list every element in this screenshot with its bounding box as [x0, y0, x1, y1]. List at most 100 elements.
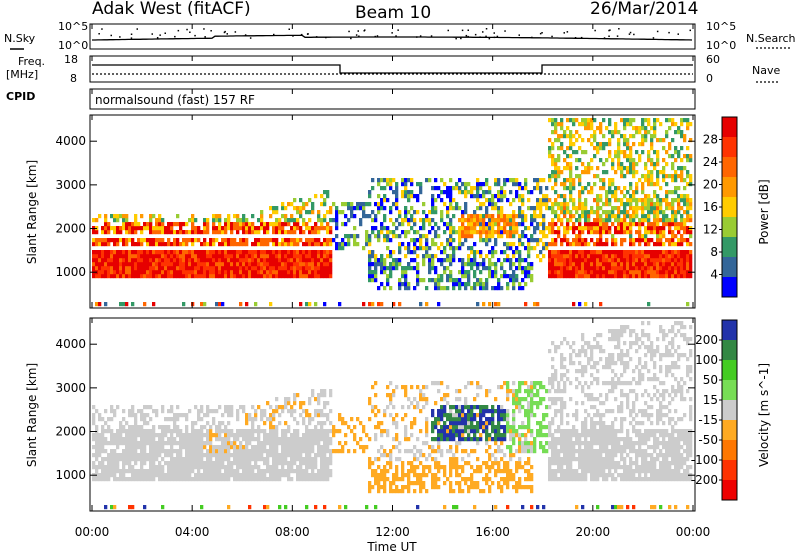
heatmap-cell	[191, 266, 194, 270]
heatmap-cell	[458, 485, 461, 489]
heatmap-cell	[263, 433, 266, 437]
heatmap-cell	[674, 234, 677, 238]
heatmap-cell	[473, 433, 476, 437]
heatmap-cell	[122, 274, 125, 278]
heatmap-cell	[473, 218, 476, 222]
heatmap-cell	[113, 449, 116, 453]
heatmap-cell	[125, 433, 128, 437]
heatmap-cell	[152, 214, 155, 218]
heatmap-cell	[155, 457, 158, 461]
heatmap-cell	[614, 262, 617, 266]
heatmap-cell	[653, 194, 656, 198]
heatmap-cell	[647, 302, 650, 306]
noise-search-dot	[567, 31, 569, 32]
heatmap-cell	[170, 226, 173, 230]
heatmap-cell	[473, 286, 476, 290]
heatmap-cell	[371, 270, 374, 274]
heatmap-cell	[278, 421, 281, 425]
heatmap-cell	[95, 441, 98, 445]
heatmap-cell	[215, 469, 218, 473]
heatmap-cell	[191, 421, 194, 425]
freq-left-tick-top: 18	[64, 53, 78, 66]
heatmap-cell	[515, 190, 518, 194]
heatmap-cell	[128, 226, 131, 230]
heatmap-cell	[599, 262, 602, 266]
heatmap-cell	[449, 234, 452, 238]
heatmap-cell	[686, 214, 689, 218]
heatmap-cell	[413, 473, 416, 477]
heatmap-cell	[164, 242, 167, 246]
heatmap-cell	[383, 186, 386, 190]
heatmap-cell	[557, 258, 560, 262]
heatmap-cell	[686, 182, 689, 186]
heatmap-cell	[305, 477, 308, 481]
heatmap-cell	[311, 449, 314, 453]
heatmap-cell	[395, 194, 398, 198]
heatmap-cell	[569, 198, 572, 202]
heatmap-cell	[236, 258, 239, 262]
heatmap-cell	[683, 258, 686, 262]
heatmap-cell	[410, 449, 413, 453]
heatmap-cell	[284, 445, 287, 449]
heatmap-cell	[125, 421, 128, 425]
heatmap-cell	[185, 238, 188, 242]
heatmap-cell	[467, 270, 470, 274]
heatmap-cell	[383, 218, 386, 222]
heatmap-cell	[254, 262, 257, 266]
heatmap-cell	[389, 453, 392, 457]
heatmap-cell	[158, 258, 161, 262]
heatmap-cell	[350, 234, 353, 238]
heatmap-cell	[500, 234, 503, 238]
heatmap-cell	[506, 286, 509, 290]
heatmap-cell	[395, 190, 398, 194]
heatmap-cell	[395, 202, 398, 206]
heatmap-cell	[593, 262, 596, 266]
heatmap-cell	[173, 473, 176, 477]
heatmap-cell	[149, 445, 152, 449]
heatmap-cell	[488, 226, 491, 230]
heatmap-cell	[221, 274, 224, 278]
heatmap-cell	[281, 258, 284, 262]
heatmap-cell	[92, 465, 95, 469]
heatmap-cell	[467, 413, 470, 417]
heatmap-cell	[458, 178, 461, 182]
heatmap-cell	[626, 158, 629, 162]
heatmap-cell	[188, 270, 191, 274]
heatmap-cell	[302, 230, 305, 234]
heatmap-cell	[308, 254, 311, 258]
heatmap-cell	[542, 222, 545, 226]
heatmap-cell	[338, 242, 341, 246]
heatmap-cell	[395, 473, 398, 477]
heatmap-cell	[194, 405, 197, 409]
heatmap-cell	[689, 218, 692, 222]
heatmap-cell	[287, 230, 290, 234]
heatmap-cell	[263, 226, 266, 230]
heatmap-cell	[389, 266, 392, 270]
heatmap-cell	[332, 218, 335, 222]
heatmap-cell	[176, 433, 179, 437]
heatmap-cell	[539, 202, 542, 206]
heatmap-cell	[413, 210, 416, 214]
heatmap-cell	[623, 186, 626, 190]
heatmap-cell	[530, 222, 533, 226]
heatmap-cell	[134, 214, 137, 218]
heatmap-cell	[416, 473, 419, 477]
heatmap-cell	[626, 170, 629, 174]
heatmap-cell	[197, 457, 200, 461]
heatmap-cell	[230, 230, 233, 234]
heatmap-cell	[230, 274, 233, 278]
heatmap-cell	[623, 222, 626, 226]
heatmap-cell	[101, 258, 104, 262]
heatmap-cell	[158, 449, 161, 453]
heatmap-cell	[482, 489, 485, 493]
heatmap-cell	[146, 266, 149, 270]
heatmap-cell	[260, 274, 263, 278]
heatmap-cell	[137, 477, 140, 481]
heatmap-cell	[641, 266, 644, 270]
heatmap-cell	[299, 405, 302, 409]
heatmap-cell	[125, 214, 128, 218]
heatmap-cell	[377, 202, 380, 206]
heatmap-cell	[347, 242, 350, 246]
heatmap-cell	[494, 222, 497, 226]
heatmap-cell	[395, 198, 398, 202]
